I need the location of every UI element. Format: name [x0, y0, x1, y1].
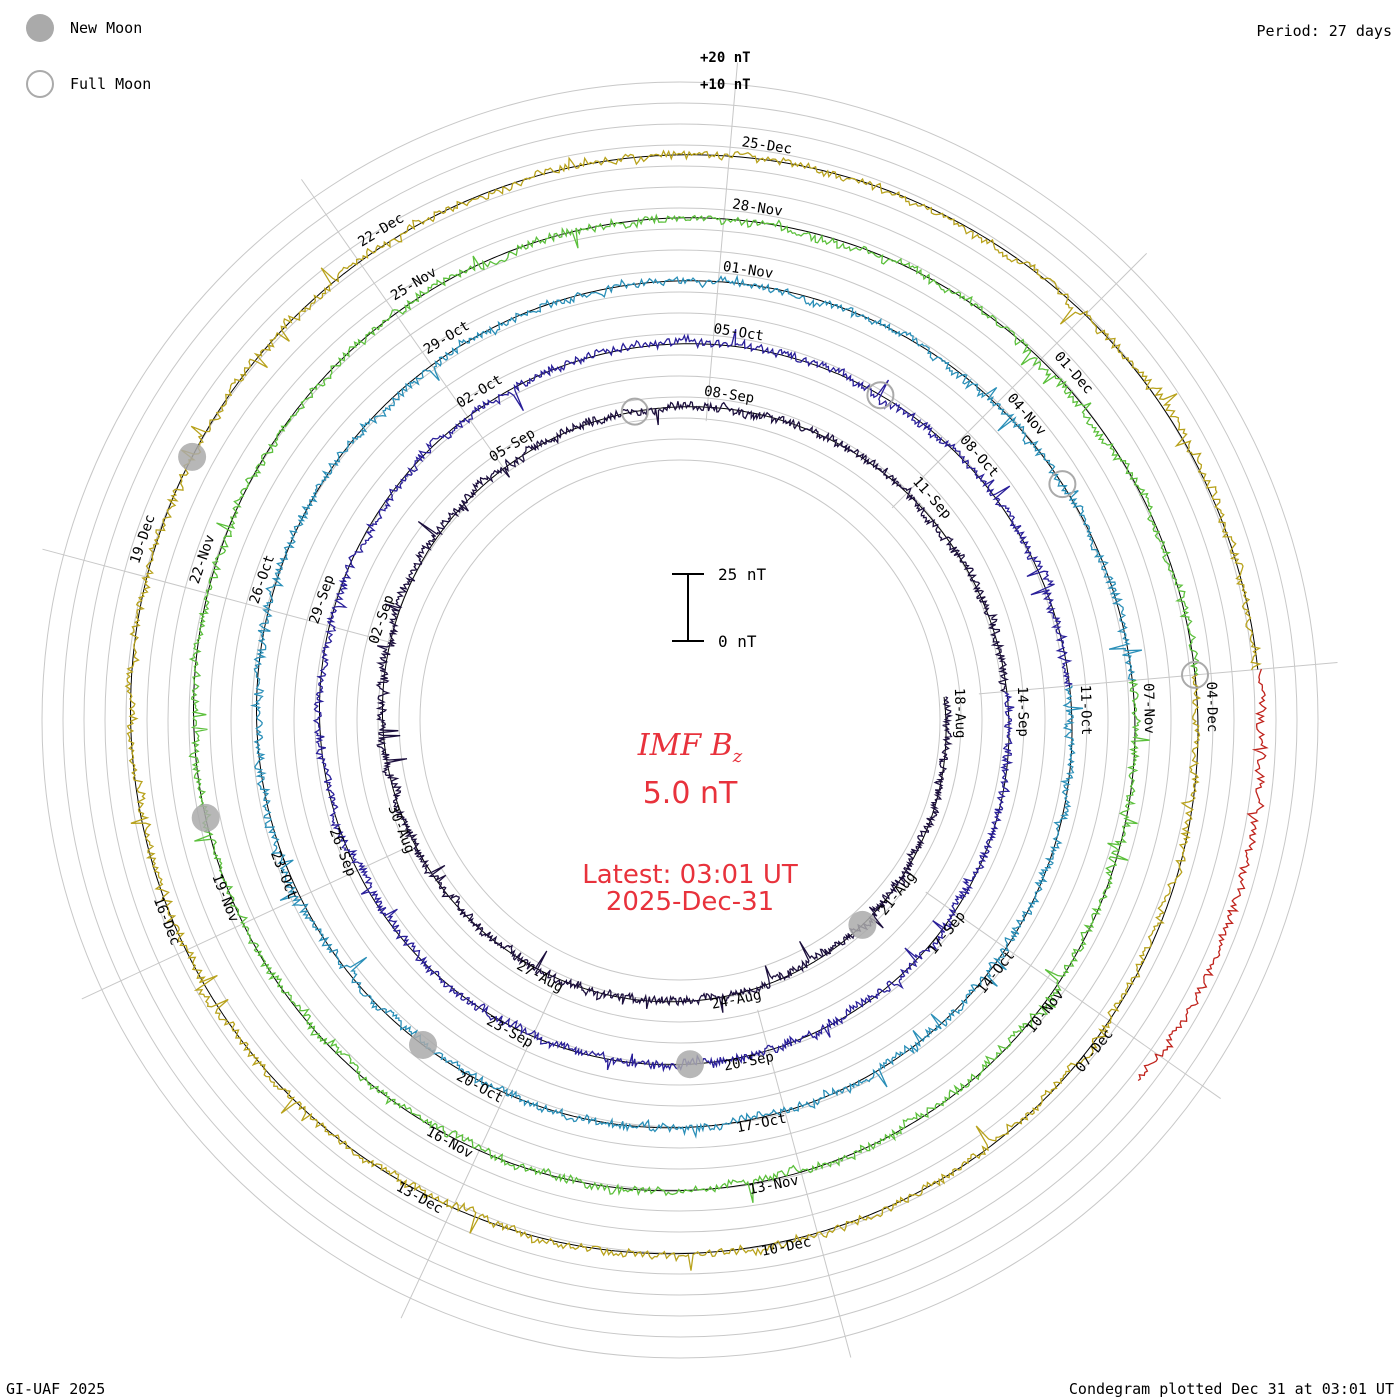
- grid-ring: [272, 312, 1088, 1128]
- rotation-trace-4: [124, 149, 1262, 1271]
- date-label: 28-Nov: [731, 196, 783, 219]
- date-label: 08-Sep: [703, 383, 755, 406]
- date-label: 17-Sep: [925, 908, 969, 958]
- grid-ring: [83, 123, 1277, 1317]
- grid-ring: [377, 417, 983, 1023]
- grid-ring: [125, 165, 1235, 1275]
- grid-spoke: [978, 661, 1338, 695]
- grid-ring: [356, 396, 1004, 1044]
- date-label: 04-Dec: [1203, 682, 1220, 733]
- date-label: 07-Dec: [1073, 1026, 1117, 1076]
- date-label: 10-Dec: [760, 1234, 813, 1260]
- footer-plot-time: Condegram plotted Dec 31 at 03:01 UT: [1068, 1380, 1394, 1398]
- legend-full-moon-label: Full Moon: [70, 75, 152, 93]
- new-moon-icon: [26, 14, 54, 42]
- grid-spoke: [400, 991, 554, 1319]
- latest-time: Latest: 03:01 UT: [582, 860, 798, 890]
- date-label: 11-Sep: [909, 474, 954, 523]
- grid-spoke: [925, 891, 1221, 1099]
- current-value: 5.0 nT: [642, 776, 738, 811]
- date-label: 20-Sep: [723, 1049, 776, 1075]
- full-moon-icon: [26, 70, 54, 98]
- date-label: 19-Dec: [127, 513, 158, 566]
- full-moon-marker: [866, 381, 895, 410]
- rotation-trace-2: [249, 274, 1143, 1139]
- date-label: 30-Aug: [384, 803, 417, 856]
- grid-ring: [41, 81, 1319, 1359]
- date-label: 25-Nov: [388, 264, 440, 304]
- grid-spoke: [81, 846, 409, 1000]
- date-label: 11-Oct: [1077, 685, 1094, 736]
- new-moon-marker: [191, 803, 220, 832]
- trace-layer: [124, 149, 1269, 1271]
- grid-spoke: [757, 1009, 852, 1358]
- date-label: 22-Dec: [355, 210, 407, 250]
- new-moon-marker: [848, 910, 877, 939]
- latest-date: 2025-Dec-31: [605, 887, 775, 917]
- grid-ring: [230, 270, 1130, 1170]
- date-label: 13-Nov: [747, 1172, 800, 1198]
- full-moon-marker: [1181, 660, 1209, 689]
- grid-ring: [419, 459, 941, 981]
- grid-ring: [146, 186, 1214, 1254]
- date-label: 29-Oct: [421, 318, 473, 358]
- grid-layer: [41, 62, 1338, 1359]
- grid-ring: [251, 291, 1109, 1149]
- date-label: 17-Oct: [735, 1111, 788, 1137]
- date-label: 01-Nov: [722, 259, 774, 282]
- scale-bar-bottom-label: 0 nT: [718, 632, 757, 651]
- new-moon-marker: [409, 1031, 437, 1059]
- rotation-trace-5: [1137, 668, 1269, 1082]
- grid-ring: [167, 207, 1193, 1233]
- full-moon-marker: [620, 397, 649, 426]
- grid-ring: [293, 333, 1067, 1107]
- scale-bar-top-label: 25 nT: [718, 565, 767, 584]
- date-label: 05-Oct: [712, 321, 764, 344]
- date-label: 26-Oct: [247, 553, 278, 606]
- rotation-trace-1: [312, 329, 1073, 1073]
- grid-ring: [188, 228, 1172, 1212]
- date-label: 05-Sep: [487, 425, 539, 465]
- date-label: 23-Oct: [267, 849, 300, 902]
- grid-ring: [62, 102, 1298, 1338]
- legend-full-moon: Full Moon: [26, 70, 151, 98]
- chart-title-sub: z: [732, 746, 743, 767]
- legend-new-moon-label: New Moon: [70, 19, 143, 37]
- legend-new-moon: New Moon: [26, 14, 142, 42]
- grid-spoke: [301, 179, 509, 475]
- chart-title: IMF Bz: [490, 728, 890, 767]
- rotation-trace-0: [375, 400, 1010, 1013]
- date-label: 14-Sep: [1014, 686, 1031, 737]
- grid-spoke: [705, 62, 739, 422]
- date-label: 16-Dec: [150, 895, 183, 948]
- full-moon-marker: [1048, 470, 1077, 499]
- grid-ring: [398, 438, 962, 1002]
- date-label: 07-Nov: [1140, 683, 1157, 734]
- outer-scale-label: +10 nT: [700, 77, 751, 93]
- date-label: 18-Aug: [951, 688, 968, 739]
- date-label: 01-Dec: [1051, 349, 1096, 398]
- moon-layer: [178, 381, 1209, 1079]
- date-label: 19-Nov: [208, 872, 241, 925]
- chart-title-main: IMF B: [637, 728, 733, 763]
- rotation-trace-3: [188, 213, 1200, 1203]
- grid-ring: [104, 144, 1256, 1296]
- grid-spoke: [42, 548, 391, 643]
- scale-bar: 25 nT 0 nT: [672, 565, 767, 651]
- new-moon-marker: [178, 442, 207, 471]
- date-label: 25-Dec: [741, 134, 793, 157]
- new-moon-marker: [676, 1050, 704, 1079]
- footer-credit: GI-UAF 2025: [6, 1380, 106, 1398]
- outer-scale-label: +20 nT: [700, 50, 751, 66]
- period-label: Period: 27 days: [1256, 22, 1392, 40]
- date-label: 24-Aug: [710, 987, 763, 1013]
- date-label: 10-Nov: [1023, 987, 1067, 1037]
- grid-spoke: [891, 252, 1148, 509]
